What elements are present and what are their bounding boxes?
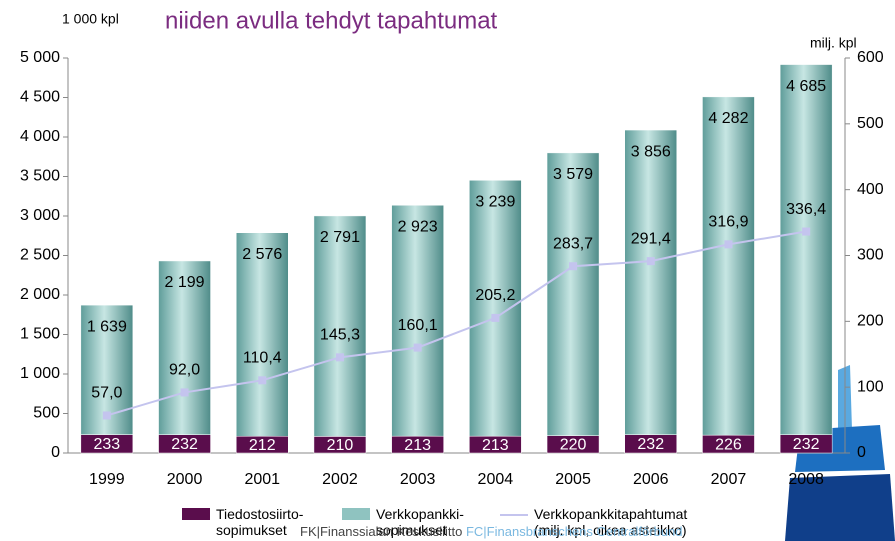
line-marker [258,376,267,385]
data-label: 92,0 [169,362,200,379]
line-marker [569,262,578,271]
data-label: 4 685 [786,78,826,95]
y-tick-label: 0 [51,444,60,461]
bar [624,129,677,435]
bar [702,96,755,436]
legend-item: Verkkopankkitapahtumat (milj. kpl, oikea… [500,506,720,538]
line-marker [335,353,344,362]
data-label: 210 [327,437,354,454]
y-tick-label: 3 500 [20,168,60,185]
x-tick-label: 2003 [400,471,436,488]
legend-label: Verkkopankkitapahtumat (milj. kpl, oikea… [534,506,688,538]
bar [158,260,211,435]
data-label: 220 [560,437,587,454]
data-label: 3 239 [475,194,515,211]
y-axis-label: 1 000 kpl [62,11,119,27]
data-label: 283,7 [553,235,593,252]
line-marker [180,388,189,397]
data-label: 3 579 [553,166,593,183]
bar [779,64,833,435]
data-label: 226 [715,436,742,453]
y2-tick-label: 200 [857,313,884,330]
legend-label: Verkkopankki-sopimukset [376,506,464,538]
y-tick-label: 500 [33,405,60,422]
data-label: 2 791 [320,229,360,246]
y2-tick-label: 0 [857,444,866,461]
data-label: 291,4 [631,230,671,247]
data-label: 160,1 [398,317,438,334]
legend-swatch [182,508,210,520]
line-marker [646,257,655,266]
data-label: 145,3 [320,327,360,344]
y-tick-label: 4 500 [20,89,60,106]
x-tick-label: 2005 [555,471,591,488]
data-label: 110,4 [243,350,282,367]
y2-tick-label: 400 [857,181,884,198]
data-label: 232 [793,436,820,453]
data-label: 213 [404,437,431,454]
footer-fi: FK|Finanssialan Keskusliitto [300,524,463,539]
bar [313,215,367,437]
data-label: 2 923 [398,218,438,235]
data-label: 2 576 [242,246,282,263]
x-tick-label: 2007 [711,471,747,488]
data-label: 233 [93,436,120,453]
y-tick-label: 1 000 [20,365,60,382]
x-tick-label: 2008 [788,471,824,488]
legend-swatch [342,508,370,520]
line [106,230,807,417]
data-label: 336,4 [786,201,826,218]
data-label: 232 [171,436,198,453]
data-label: 57,0 [91,385,122,402]
y-tick-label: 2 500 [20,247,60,264]
line-marker [802,227,811,236]
bar [546,152,600,436]
y2-axis-label: milj. kpl [810,35,857,51]
data-label: 1 639 [87,318,127,335]
data-label: 3 856 [631,143,671,160]
chart-title: niiden avulla tehdyt tapahtumat [165,7,498,34]
bar [391,205,444,437]
y-tick-label: 2 000 [20,286,60,303]
data-label: 4 282 [708,110,748,127]
y-tick-label: 5 000 [20,49,60,66]
data-label: 232 [637,436,664,453]
legend-label: Tiedostosiirto-sopimukset [216,506,304,538]
data-label: 212 [249,437,276,454]
x-tick-label: 1999 [89,471,125,488]
line-marker [724,240,733,249]
data-label: 213 [482,437,509,454]
x-tick-label: 2006 [633,471,669,488]
x-tick-label: 2002 [322,471,358,488]
x-tick-label: 2001 [244,471,280,488]
y2-tick-label: 300 [857,247,884,264]
data-label: 2 199 [165,274,205,291]
y-tick-label: 3 000 [20,207,60,224]
y2-tick-label: 500 [857,115,884,132]
legend-item: Tiedostosiirto-sopimukset [182,506,332,538]
footer: FK|Finanssialan Keskusliitto FC|Finansbr… [300,524,683,539]
legend-item: Verkkopankki-sopimukset [342,506,492,538]
line-marker [491,313,500,322]
line-marker [413,343,422,352]
data-label: 205,2 [475,287,515,304]
line-marker [102,411,111,420]
bar [80,304,134,435]
footer-sv: FC|Finansbranschens Centralförbund [465,524,683,539]
y2-tick-label: 100 [857,378,884,395]
y2-tick-label: 600 [857,49,884,66]
bar [469,180,522,437]
y-tick-label: 4 000 [20,128,60,145]
data-label: 316,9 [708,214,748,231]
bar [236,232,289,437]
x-tick-label: 2004 [478,471,514,488]
legend-swatch [500,514,528,516]
x-tick-label: 2000 [167,471,203,488]
y-tick-label: 1 500 [20,326,60,343]
